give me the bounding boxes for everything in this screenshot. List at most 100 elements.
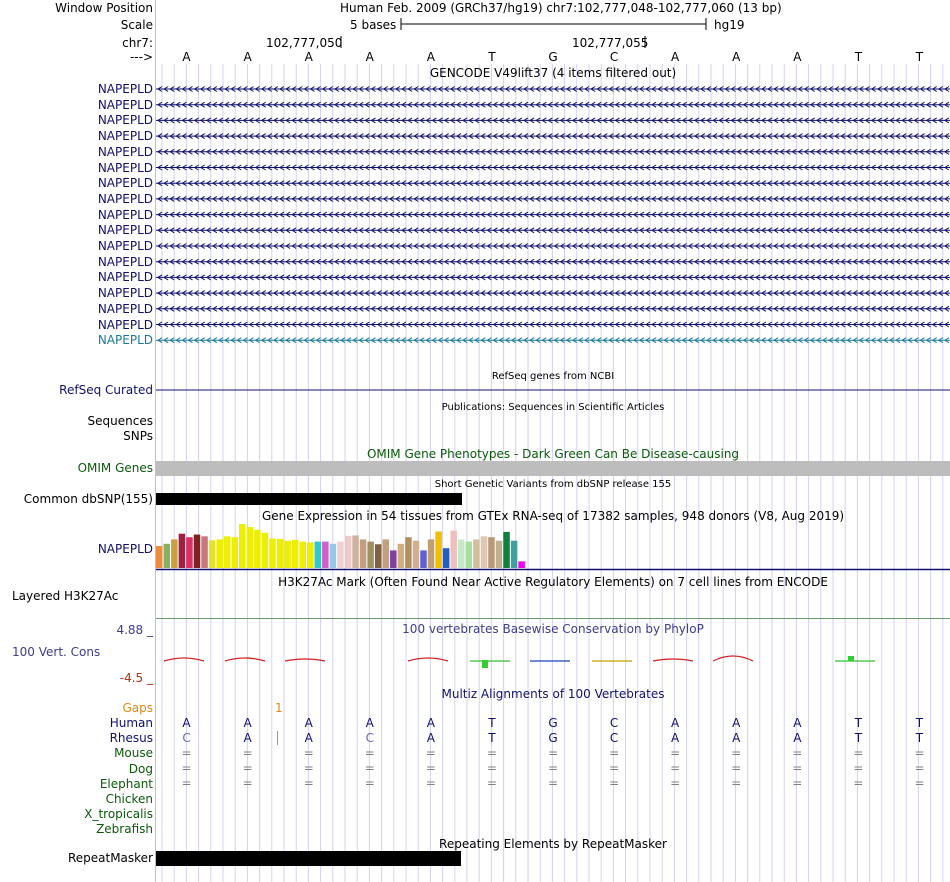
gencode-gene-label[interactable]: NAPEPLD bbox=[97, 270, 153, 285]
gtex-bar bbox=[261, 532, 269, 568]
gtex-bar bbox=[314, 541, 322, 568]
identity-symbol: = bbox=[914, 746, 925, 760]
gtex-bar bbox=[367, 541, 374, 568]
rhesus-base: T bbox=[854, 731, 863, 745]
human-base: A bbox=[732, 716, 741, 730]
identity-symbol: = bbox=[303, 746, 314, 760]
gtex-bar bbox=[178, 533, 186, 568]
cons-mark bbox=[284, 658, 326, 662]
repeatmasker-bar bbox=[156, 851, 461, 866]
gencode-gene-label[interactable]: NAPEPLD bbox=[97, 129, 153, 144]
window-position-value: Human Feb. 2009 (GRCh37/hg19) chr7:102,7… bbox=[340, 1, 782, 15]
gencode-gene-label[interactable]: NAPEPLD bbox=[97, 207, 153, 222]
rhesus-base: A bbox=[426, 731, 435, 745]
gencode-gene-label[interactable]: NAPEPLD bbox=[97, 144, 153, 159]
gencode-gene-label[interactable]: NAPEPLD bbox=[97, 97, 153, 112]
gtex-bar bbox=[374, 544, 382, 568]
base-letter: A bbox=[426, 50, 435, 64]
human-base: A bbox=[671, 716, 680, 730]
multiz-species-label[interactable]: Rhesus bbox=[109, 731, 153, 746]
identity-symbol: = bbox=[486, 761, 497, 775]
multiz-species-label[interactable]: Chicken bbox=[105, 792, 153, 806]
refseq-title[interactable]: RefSeq genes from NCBI bbox=[491, 371, 615, 382]
base-letter: A bbox=[793, 50, 802, 64]
gtex-bar bbox=[276, 538, 284, 568]
publications-title[interactable]: Publications: Sequences in Scientific Ar… bbox=[441, 402, 665, 413]
gtex-bar bbox=[171, 539, 178, 568]
gtex-bar bbox=[239, 524, 246, 568]
identity-symbol: = bbox=[853, 761, 864, 775]
gencode-gene-label[interactable]: NAPEPLD bbox=[97, 82, 153, 96]
identity-symbol: = bbox=[242, 746, 253, 760]
gencode-gene-label[interactable]: NAPEPLD bbox=[97, 333, 153, 348]
gtex-bar bbox=[427, 539, 435, 568]
cons-mark bbox=[407, 657, 449, 662]
sequences-label[interactable]: Sequences bbox=[87, 414, 153, 428]
omim-title[interactable]: OMIM Gene Phenotypes - Dark Green Can Be… bbox=[366, 447, 740, 461]
gencode-gene-label[interactable]: NAPEPLD bbox=[97, 160, 153, 175]
multiz-species-label[interactable]: Dog bbox=[128, 761, 153, 776]
omim-label[interactable]: OMIM Genes bbox=[77, 461, 153, 475]
base-letter: A bbox=[182, 50, 191, 64]
multiz-species-label[interactable]: Mouse bbox=[114, 746, 153, 761]
h3k27ac-title[interactable]: H3K27Ac Mark (Often Found Near Active Re… bbox=[278, 575, 828, 589]
gencode-gene-label[interactable]: NAPEPLD bbox=[97, 317, 153, 332]
dbsnp-label[interactable]: Common dbSNP(155) bbox=[23, 492, 153, 506]
rhesus-base: C bbox=[365, 731, 374, 745]
multiz-species-label[interactable]: Elephant bbox=[99, 776, 153, 791]
cons-title[interactable]: 100 vertebrates Basewise Conservation by… bbox=[402, 622, 704, 636]
transcript-arrows bbox=[157, 274, 950, 281]
cons-label[interactable]: 100 Vert. Cons bbox=[12, 645, 101, 659]
multiz-title[interactable]: Multiz Alignments of 100 Vertebrates bbox=[441, 687, 665, 701]
gencode-gene-label[interactable]: NAPEPLD bbox=[97, 223, 153, 238]
gencode-gene-label[interactable]: NAPEPLD bbox=[97, 113, 153, 128]
snps-label[interactable]: SNPs bbox=[123, 429, 153, 443]
multiz-species-label[interactable]: Human bbox=[109, 716, 153, 730]
identity-symbol: = bbox=[303, 761, 314, 775]
transcript-arrows bbox=[157, 211, 950, 218]
transcript-arrows bbox=[157, 101, 950, 108]
transcript-arrows bbox=[157, 133, 950, 140]
gtex-bar bbox=[307, 542, 314, 568]
human-base: A bbox=[426, 716, 435, 730]
rhesus-base: G bbox=[548, 731, 558, 745]
gencode-gene-label[interactable]: NAPEPLD bbox=[97, 286, 153, 301]
gencode-gene-label[interactable]: NAPEPLD bbox=[97, 191, 153, 206]
identity-symbol: = bbox=[303, 776, 314, 790]
repeatmasker-label[interactable]: RepeatMasker bbox=[67, 851, 153, 865]
transcript-arrows bbox=[157, 195, 950, 202]
gencode-gene-label[interactable]: NAPEPLD bbox=[97, 176, 153, 191]
dbsnp-title[interactable]: Short Genetic Variants from dbSNP releas… bbox=[434, 479, 672, 490]
identity-symbol: = bbox=[792, 746, 803, 760]
chrom-label: chr7: bbox=[122, 36, 153, 50]
cons-mark bbox=[163, 657, 205, 662]
human-base: T bbox=[854, 716, 863, 730]
refseq-label[interactable]: RefSeq Curated bbox=[59, 383, 153, 397]
identity-symbol: = bbox=[731, 746, 742, 760]
gtex-label[interactable]: NAPEPLD bbox=[97, 542, 153, 556]
gencode-gene-label[interactable]: NAPEPLD bbox=[97, 239, 153, 253]
human-base: A bbox=[304, 716, 313, 730]
identity-symbol: = bbox=[609, 746, 620, 760]
human-base: C bbox=[609, 716, 619, 730]
multiz-species-label[interactable]: X_tropicalis bbox=[84, 807, 153, 822]
gtex-bar bbox=[359, 539, 367, 568]
identity-symbol: = bbox=[609, 776, 620, 790]
h3k27ac-label[interactable]: Layered H3K27Ac bbox=[12, 589, 119, 603]
gtex-bar bbox=[405, 537, 412, 568]
identity-symbol: = bbox=[425, 746, 436, 760]
gtex-bar bbox=[435, 531, 442, 568]
gtex-title[interactable]: Gene Expression in 54 tissues from GTEx … bbox=[261, 509, 845, 523]
rhesus-base: A bbox=[793, 731, 802, 745]
identity-symbol: = bbox=[853, 746, 864, 760]
gencode-gene-label[interactable]: NAPEPLD bbox=[97, 254, 153, 269]
gencode-gene-label[interactable]: NAPEPLD bbox=[97, 301, 153, 316]
repeatmasker-title[interactable]: Repeating Elements by RepeatMasker bbox=[439, 837, 667, 851]
gencode-title[interactable]: GENCODE V49lift37 (4 items filtered out) bbox=[429, 66, 677, 80]
multiz-species-label[interactable]: Zebrafish bbox=[96, 822, 153, 837]
base-letter: A bbox=[671, 50, 680, 64]
gtex-bar bbox=[442, 548, 450, 568]
identity-symbol: = bbox=[364, 746, 375, 760]
cons-block bbox=[482, 660, 488, 668]
